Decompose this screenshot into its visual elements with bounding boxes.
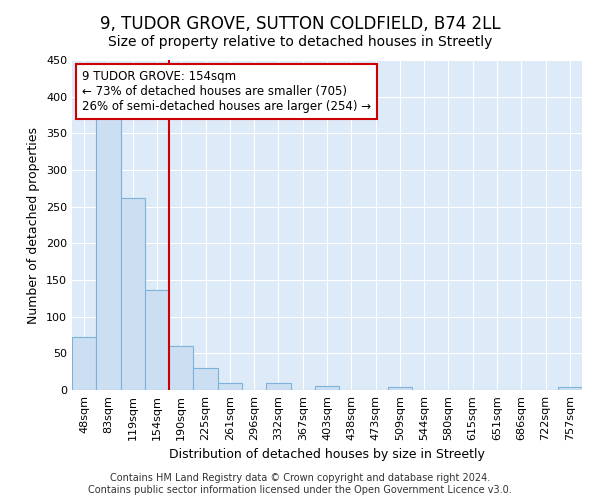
Bar [121,198,145,390]
Text: Size of property relative to detached houses in Streetly: Size of property relative to detached ho… [108,35,492,49]
Bar [388,387,412,390]
Bar [315,386,339,390]
Bar [218,382,242,390]
Bar [266,382,290,390]
Bar [96,115,121,390]
Text: Contains HM Land Registry data © Crown copyright and database right 2024.
Contai: Contains HM Land Registry data © Crown c… [88,474,512,495]
Bar [169,346,193,390]
Bar [72,337,96,390]
Bar [193,368,218,390]
Bar [558,387,582,390]
Text: 9, TUDOR GROVE, SUTTON COLDFIELD, B74 2LL: 9, TUDOR GROVE, SUTTON COLDFIELD, B74 2L… [100,15,500,33]
Bar [145,290,169,390]
Text: 9 TUDOR GROVE: 154sqm
← 73% of detached houses are smaller (705)
26% of semi-det: 9 TUDOR GROVE: 154sqm ← 73% of detached … [82,70,371,113]
Y-axis label: Number of detached properties: Number of detached properties [28,126,40,324]
X-axis label: Distribution of detached houses by size in Streetly: Distribution of detached houses by size … [169,448,485,462]
